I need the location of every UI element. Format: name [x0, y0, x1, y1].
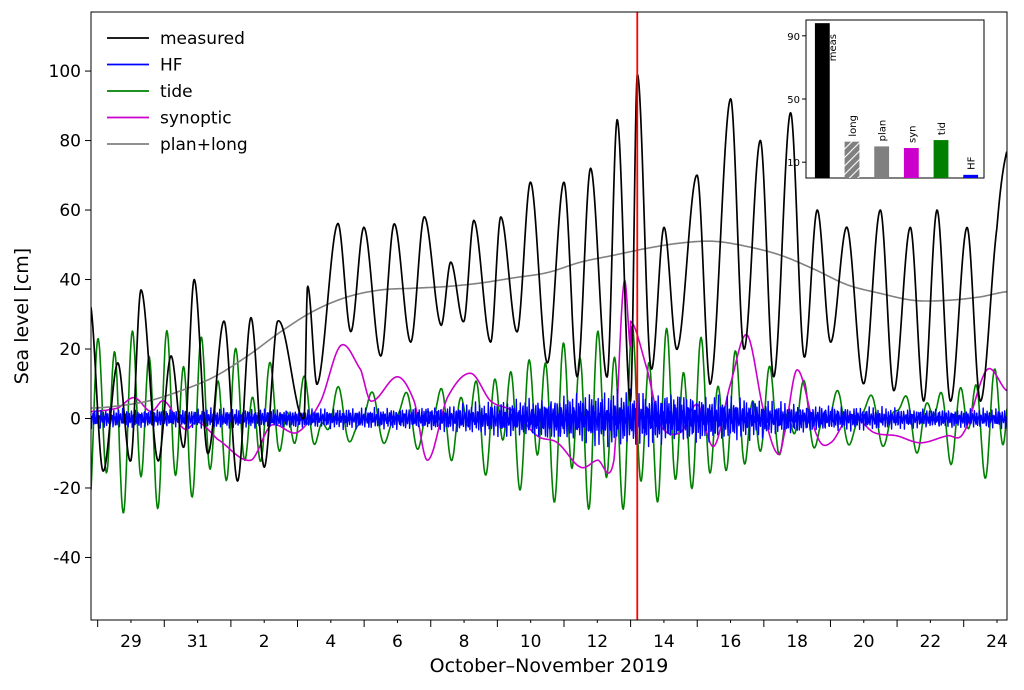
- inset-bar-syn: [903, 147, 919, 178]
- x-tick-label: 31: [187, 632, 209, 652]
- x-tick-label: 16: [720, 632, 742, 652]
- inset-y-tick-label: 10: [787, 158, 800, 169]
- inset-bar-label: plan: [878, 120, 889, 142]
- plot-frame: [90, 11, 1008, 621]
- x-tick-label: 2: [259, 632, 270, 652]
- y-tick-label: -20: [53, 479, 81, 499]
- inset-bar-plan: [874, 146, 890, 178]
- inset-y-tick-label: 90: [787, 32, 800, 43]
- y-tick-label: 20: [59, 340, 81, 360]
- x-tick-label: 12: [586, 632, 608, 652]
- x-tick-label: 6: [392, 632, 403, 652]
- inset-bar-label: tid: [937, 122, 948, 135]
- inset-bar-long: [844, 141, 860, 178]
- x-tick-label: 20: [853, 632, 875, 652]
- y-tick-label: 60: [59, 201, 81, 221]
- y-tick-label: 0: [70, 409, 81, 429]
- x-tick-label: 18: [786, 632, 808, 652]
- y-axis-label: Sea level [cm]: [11, 248, 33, 384]
- legend: measured HF tide synoptic plan+long: [107, 29, 248, 155]
- inset-y-tick-label: 50: [787, 95, 800, 106]
- x-tick-label: 24: [986, 632, 1008, 652]
- inset-bar-label: long: [848, 115, 859, 137]
- inset-frame: [805, 19, 985, 179]
- x-axis-label: October–November 2019: [430, 655, 669, 677]
- x-tick-label: 4: [325, 632, 336, 652]
- inset-bar-chart: 10 50 90 meas long plan syn tid HF: [787, 19, 985, 179]
- inset-bar-HF: [963, 174, 979, 178]
- legend-label: tide: [160, 82, 193, 102]
- x-tick-label: 14: [653, 632, 675, 652]
- y-tick-label: 100: [49, 62, 81, 82]
- inset-bar-label: syn: [907, 126, 918, 143]
- legend-label: measured: [160, 29, 245, 49]
- legend-label: plan+long: [160, 135, 248, 155]
- x-tick-label: 22: [920, 632, 942, 652]
- series-line-measured: [91, 73, 1007, 482]
- series-line-synoptic: [91, 279, 1007, 474]
- x-tick-label: 8: [459, 632, 470, 652]
- inset-bar-meas: [814, 23, 830, 178]
- y-tick-label: 40: [59, 271, 81, 291]
- legend-label: synoptic: [160, 109, 232, 129]
- x-tick-label: 10: [520, 632, 542, 652]
- x-tick-label: 29: [120, 632, 142, 652]
- y-tick-label: 80: [59, 132, 81, 152]
- inset-bar-tid: [933, 140, 949, 178]
- inset-bar-label: meas: [828, 34, 839, 61]
- inset-bar-label: HF: [967, 156, 978, 170]
- y-tick-label: -40: [53, 548, 81, 568]
- legend-label: HF: [160, 56, 183, 76]
